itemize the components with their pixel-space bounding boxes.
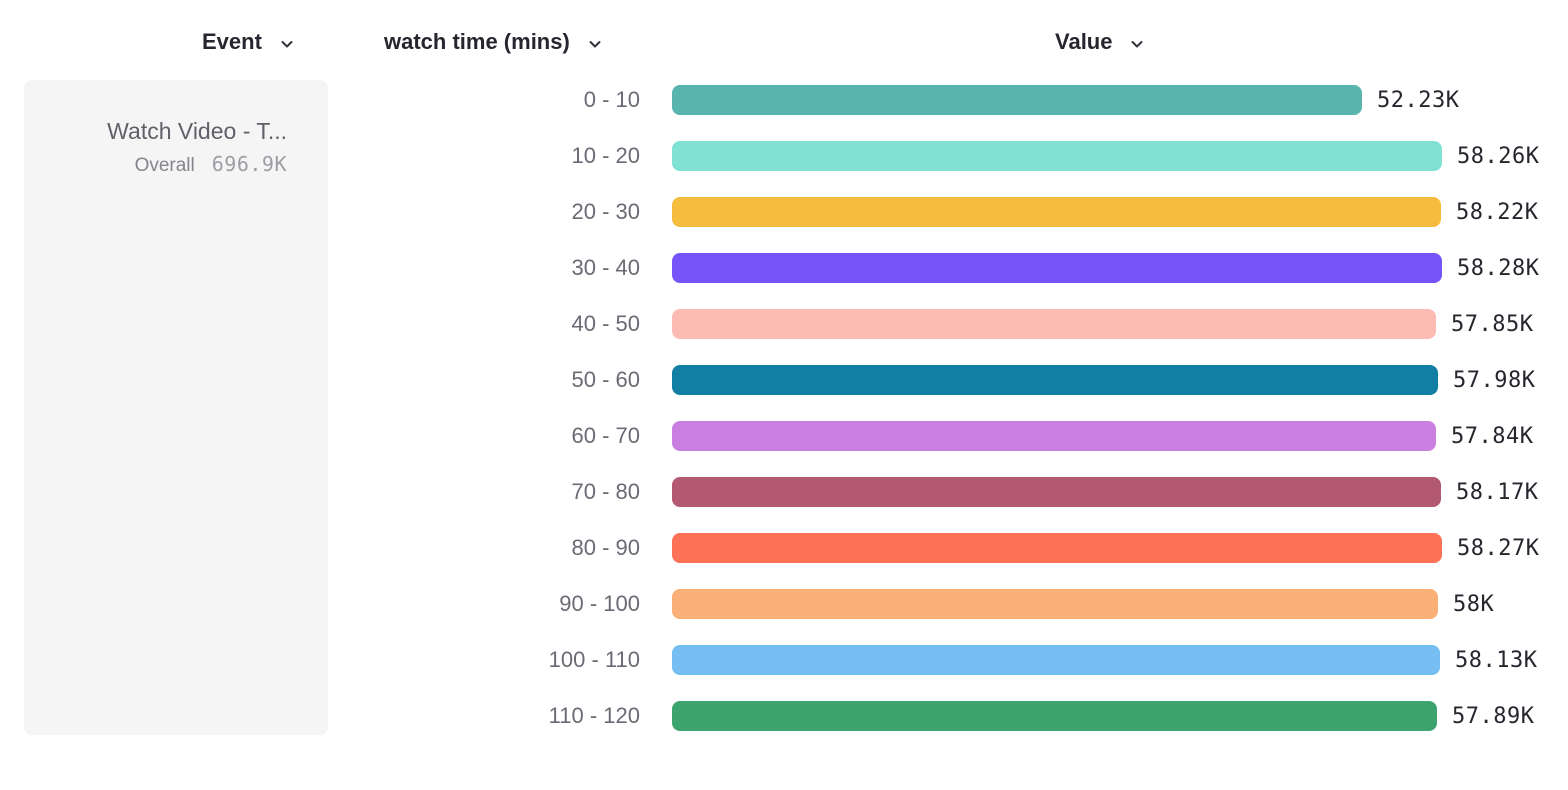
bar-category-label: 50 - 60 [571,367,641,392]
bar-category-label: 100 - 110 [548,647,640,672]
bar-value-label: 58.22K [1456,200,1539,225]
bar-category-label: 110 - 120 [548,703,640,728]
bar-category-label: 20 - 30 [571,199,641,224]
bar-segment[interactable] [672,85,1362,115]
event-title: Watch Video - T... [107,118,287,144]
bar-category-label: 30 - 40 [571,255,641,280]
bar-segment[interactable] [672,645,1440,675]
bar-segment[interactable] [672,701,1437,731]
bar-value-label: 58.27K [1457,536,1540,561]
column-header-event[interactable]: Event [202,27,295,57]
bar-row: 110 - 120 57.89K [0,701,1568,731]
bar-segment[interactable] [672,197,1441,227]
chevron-down-icon [1129,36,1145,52]
bar-segment[interactable] [672,589,1438,619]
bar-value-label: 58K [1453,592,1495,617]
bar-value-label: 57.84K [1451,424,1534,449]
bar-value-label: 57.98K [1453,368,1536,393]
bar-value-label: 57.85K [1451,312,1534,337]
column-header-breakdown[interactable]: watch time (mins) [384,27,603,57]
chevron-down-icon [279,36,295,52]
bar-category-label: 0 - 10 [583,87,640,112]
bar-category-label: 40 - 50 [571,311,641,336]
bar-row: 60 - 70 57.84K [0,421,1568,451]
bar-row: 70 - 80 58.17K [0,477,1568,507]
bar-category-label: 60 - 70 [571,423,641,448]
bar-row: 20 - 30 58.22K [0,197,1568,227]
bar-row: 30 - 40 58.28K [0,253,1568,283]
bar-segment[interactable] [672,533,1442,563]
bar-segment[interactable] [672,141,1442,171]
bar-row: 40 - 50 57.85K [0,309,1568,339]
bar-category-label: 90 - 100 [559,591,640,616]
bar-category-label: 10 - 20 [571,143,641,168]
bar-segment[interactable] [672,309,1436,339]
bar-category-label: 70 - 80 [571,479,641,504]
bar-segment[interactable] [672,477,1441,507]
event-card: Watch Video - T... Overall 696.9K [24,80,328,735]
column-header-event-label: Event [202,29,262,54]
bar-row: 100 - 110 58.13K [0,645,1568,675]
bar-row: 0 - 10 52.23K [0,85,1568,115]
bar-segment[interactable] [672,365,1438,395]
bar-value-label: 52.23K [1377,88,1460,113]
bar-value-label: 58.28K [1457,256,1540,281]
bar-segment[interactable] [672,421,1436,451]
bar-row: 90 - 100 58K [0,589,1568,619]
overall-label: Overall [134,155,195,176]
overall-row: Overall 696.9K [44,152,287,177]
bar-row: 50 - 60 57.98K [0,365,1568,395]
column-header-value-label: Value [1055,29,1113,54]
chevron-down-icon [587,36,603,52]
column-header-breakdown-label: watch time (mins) [384,29,570,54]
bar-category-label: 80 - 90 [571,535,641,560]
bar-value-label: 58.13K [1455,648,1538,673]
bar-row: 80 - 90 58.27K [0,533,1568,563]
bar-value-label: 57.89K [1452,704,1535,729]
bar-value-label: 58.26K [1457,144,1540,169]
column-header-value[interactable]: Value [1055,27,1145,57]
bar-segment[interactable] [672,253,1442,283]
overall-value: 696.9K [211,152,287,176]
bar-row: 10 - 20 58.26K [0,141,1568,171]
bar-value-label: 58.17K [1456,480,1539,505]
